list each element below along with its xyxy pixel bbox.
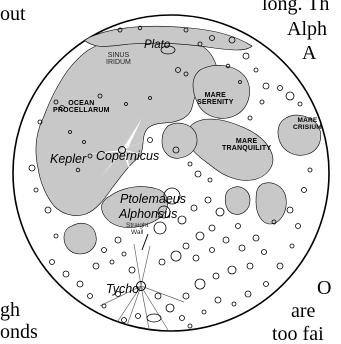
label-mare-tranquility-line2: TRANQUILITY — [222, 145, 272, 153]
label-copernicus: Copernicus — [96, 149, 160, 163]
crater-plato — [160, 45, 176, 55]
straight-wall-line — [141, 233, 149, 251]
crater-tycho — [136, 281, 146, 291]
label-alphonsus: Alphonsus — [119, 207, 178, 221]
mare-crisium — [277, 114, 321, 156]
mare-fecunditatis — [255, 182, 287, 225]
crater-copernicus — [118, 146, 126, 154]
mare-nubium — [101, 186, 169, 228]
label-ocean-procellarum-line1: OCEAN — [68, 100, 95, 107]
label-straight-wall-line1: Straight — [126, 222, 149, 229]
copernicus-rays — [88, 118, 160, 182]
label-mare-serenity-line1: MARE — [204, 92, 227, 99]
label-sinus-iridum-line2: IRIDUM — [106, 59, 131, 67]
label-plato: Plato — [144, 39, 171, 51]
label-sinus-iridum: SINUS IRIDUM — [106, 52, 131, 67]
mare-serenitatis — [192, 65, 250, 119]
label-mare-serenity: MARE SERENITY — [197, 92, 234, 107]
text-fragment-right-are: are — [291, 300, 316, 322]
label-tycho: Tycho — [106, 282, 140, 296]
text-fragment-right-o: O — [317, 277, 332, 299]
label-ocean-procellarum-line2: PROCELLARUM — [53, 107, 110, 115]
label-mare-crisium-line2: CRISIUM — [293, 123, 322, 131]
mare-humorum — [63, 223, 97, 255]
label-straight-wall-line2: Wall — [131, 228, 144, 236]
text-fragment-left-onds: onds — [0, 321, 38, 343]
crater-alphonsus — [157, 205, 171, 219]
text-fragment-left-top: out — [0, 3, 26, 25]
text-fragment-right-a: A — [302, 42, 317, 64]
label-mare-serenity-line2: SERENITY — [197, 99, 234, 107]
mare-vaporum — [161, 122, 198, 159]
label-mare-crisium-line1: MARE — [297, 117, 318, 124]
craters — [28, 25, 313, 331]
label-mare-tranquility-line1: MARE — [235, 138, 258, 145]
label-kepler: Kepler — [50, 152, 87, 166]
label-ptolemaeus: Ptolemaeus — [120, 192, 187, 206]
text-fragment-right-alph: Alph — [287, 18, 327, 40]
maria-group — [35, 25, 321, 255]
tycho-rays — [99, 243, 185, 331]
text-fragment-left-gh: gh — [0, 299, 20, 321]
label-mare-tranquility: MARE TRANQUILITY — [222, 138, 271, 153]
text-fragment-right-top: long. Th — [262, 0, 330, 15]
label-straight-wall: Straight Wall — [126, 222, 149, 237]
mare-nectaris — [224, 186, 251, 215]
label-mare-crisium: MARE CRISIUM — [293, 117, 322, 132]
mare-frigoris — [83, 25, 253, 51]
crater-ptolemaeus — [163, 187, 181, 205]
text-fragment-right-toofa: too fai — [272, 323, 324, 344]
label-ocean-procellarum: OCEAN PROCELLARUM — [53, 100, 110, 115]
label-sinus-iridum-line1: SINUS — [107, 52, 130, 59]
